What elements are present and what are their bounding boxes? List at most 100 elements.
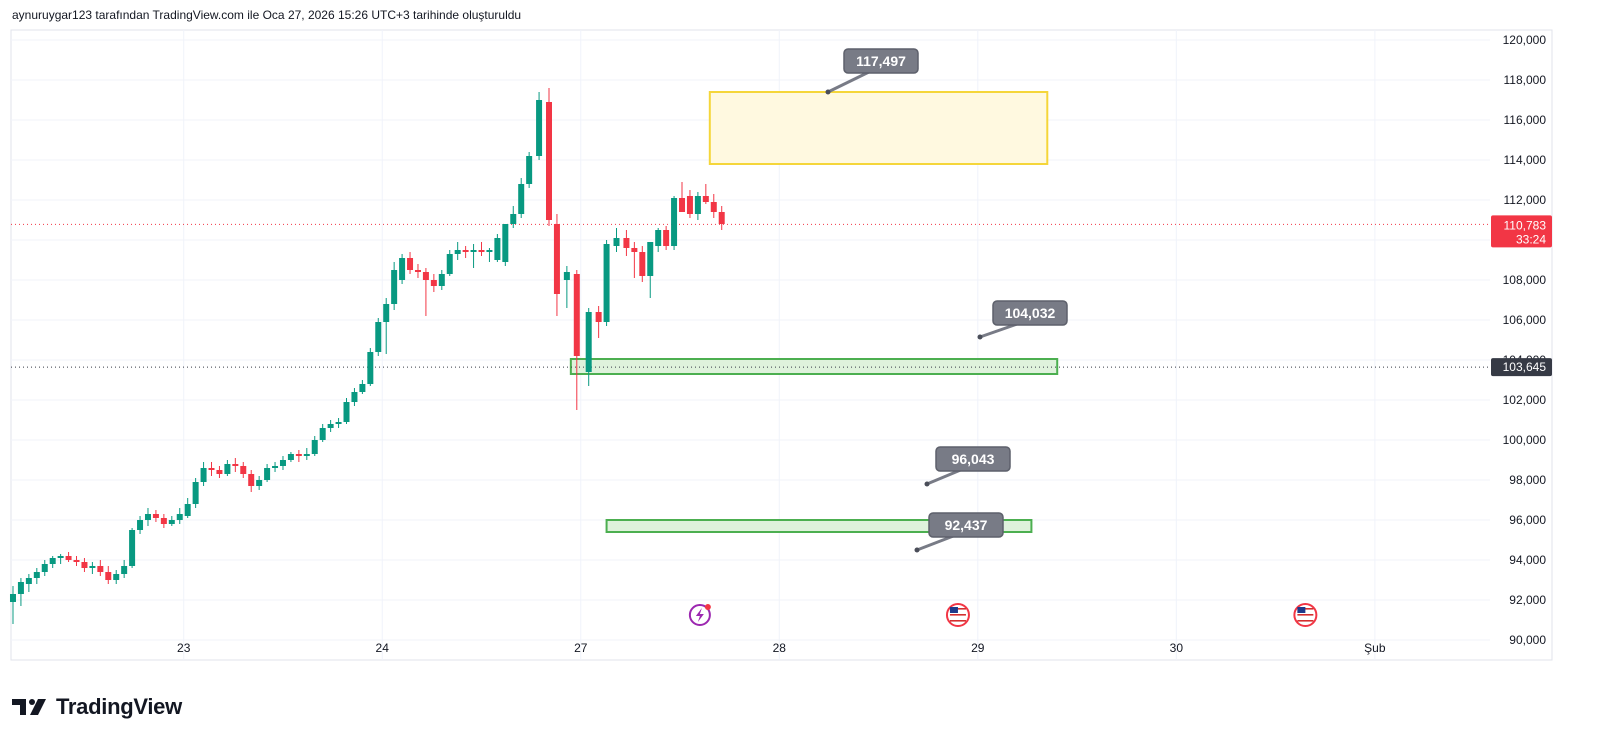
callout-box — [992, 300, 1068, 326]
marked-level-label: 103,645 — [1503, 360, 1547, 374]
us-flag-icon[interactable] — [1293, 603, 1318, 627]
callout-pointer — [827, 69, 872, 94]
price-axis[interactable]: 120,000118,000116,000114,000112,000110,0… — [1491, 33, 1552, 647]
candle-body — [399, 258, 406, 280]
y-tick-label: 90,000 — [1509, 633, 1546, 647]
candle-body — [414, 270, 421, 272]
flag-canton — [949, 607, 958, 613]
candle-25 — [208, 462, 215, 476]
candle-body — [510, 214, 517, 224]
support-zone-104k[interactable] — [569, 358, 1059, 375]
candle-body — [113, 574, 120, 580]
candle-body — [256, 480, 263, 486]
flash-glyph — [695, 608, 704, 622]
candle-3 — [33, 568, 40, 584]
candle-body — [295, 454, 302, 456]
candle-21 — [176, 508, 183, 524]
candle-body — [647, 242, 654, 276]
candle-body — [272, 466, 279, 468]
callout-92437[interactable]: 92,437 — [914, 512, 1004, 553]
plot-frame — [10, 29, 1553, 661]
candle-45 — [367, 348, 374, 386]
callout-96043[interactable]: 96,043 — [924, 446, 1011, 487]
event-dot — [704, 604, 711, 610]
candle-57 — [462, 246, 469, 258]
candle-body — [319, 428, 326, 440]
candle-70 — [573, 270, 580, 410]
candle-84 — [694, 192, 701, 220]
candle-18 — [152, 510, 159, 522]
candle-50 — [407, 252, 414, 274]
candle-body — [545, 102, 552, 220]
candle-body — [184, 504, 191, 516]
candle-body — [152, 514, 159, 518]
candle-body — [137, 520, 144, 530]
candle-body — [686, 196, 693, 214]
candle-body — [224, 464, 231, 474]
us-flag-icon[interactable] — [945, 603, 970, 627]
candle-64 — [518, 178, 525, 218]
callout-104032[interactable]: 104,032 — [977, 300, 1068, 340]
candle-61 — [494, 234, 501, 262]
candle-body — [710, 202, 717, 212]
candle-4 — [41, 560, 48, 576]
flag-canton — [1297, 607, 1306, 613]
candle-76 — [631, 242, 638, 278]
y-tick-label: 92,000 — [1509, 593, 1546, 607]
candle-67 — [545, 88, 552, 226]
support-zone-96k[interactable] — [605, 519, 1033, 533]
candle-body — [248, 474, 255, 486]
candle-60 — [486, 248, 493, 262]
candle-body — [367, 352, 374, 384]
candle-82 — [679, 182, 686, 212]
x-tick-label: 29 — [971, 641, 985, 655]
flag-stripe — [949, 617, 966, 619]
candle-20 — [168, 516, 175, 526]
candle-42 — [343, 398, 350, 424]
supply-zone[interactable] — [708, 91, 1049, 165]
candle-87 — [718, 206, 725, 230]
candle-71 — [585, 308, 592, 386]
candle-body — [663, 230, 670, 246]
candle-body — [454, 250, 461, 254]
candle-body — [470, 250, 477, 252]
callout-label: 117,497 — [856, 53, 906, 69]
callout-label: 104,032 — [1005, 305, 1056, 321]
candle-body — [200, 468, 207, 482]
candle-0 — [9, 586, 16, 624]
candle-body — [41, 564, 48, 572]
candle-56 — [454, 242, 461, 260]
candle-body — [192, 482, 199, 504]
y-tick-label: 118,000 — [1504, 73, 1547, 87]
candle-65 — [526, 152, 533, 188]
y-tick-label: 114,000 — [1504, 153, 1547, 167]
candle-36 — [295, 450, 302, 462]
candle-body — [303, 454, 310, 456]
candlestick-chart[interactable]: 117,497 104,032 96,043 92,437 120,000 118,00… — [0, 0, 1600, 690]
flash-event-icon[interactable] — [688, 604, 711, 626]
candle-6 — [57, 554, 64, 564]
candle-body — [585, 312, 592, 372]
candle-body — [407, 258, 414, 270]
y-tick-label: 112,000 — [1504, 193, 1547, 207]
tradingview-brand[interactable]: TradingView — [12, 694, 182, 720]
candle-12 — [105, 566, 112, 584]
flag-stripe — [949, 614, 966, 616]
candle-body — [105, 572, 112, 580]
time-axis[interactable]: 23 24 27 28 29 30 Şub — [177, 641, 1386, 655]
candle-31 — [256, 476, 263, 490]
candle-body — [9, 594, 16, 602]
candle-37 — [303, 448, 310, 460]
y-tick-label: 116,000 — [1504, 113, 1547, 127]
zones — [569, 91, 1059, 533]
candle-69 — [563, 266, 570, 308]
countdown-label: 33:24 — [1516, 232, 1546, 246]
candle-43 — [351, 388, 358, 406]
callout-117497[interactable]: 117,497 — [825, 48, 919, 95]
x-tick-label: 30 — [1170, 641, 1184, 655]
candle-body — [160, 518, 167, 524]
candle-47 — [383, 298, 390, 354]
candle-16 — [137, 516, 144, 534]
candle-75 — [623, 230, 630, 256]
candle-55 — [446, 250, 453, 276]
